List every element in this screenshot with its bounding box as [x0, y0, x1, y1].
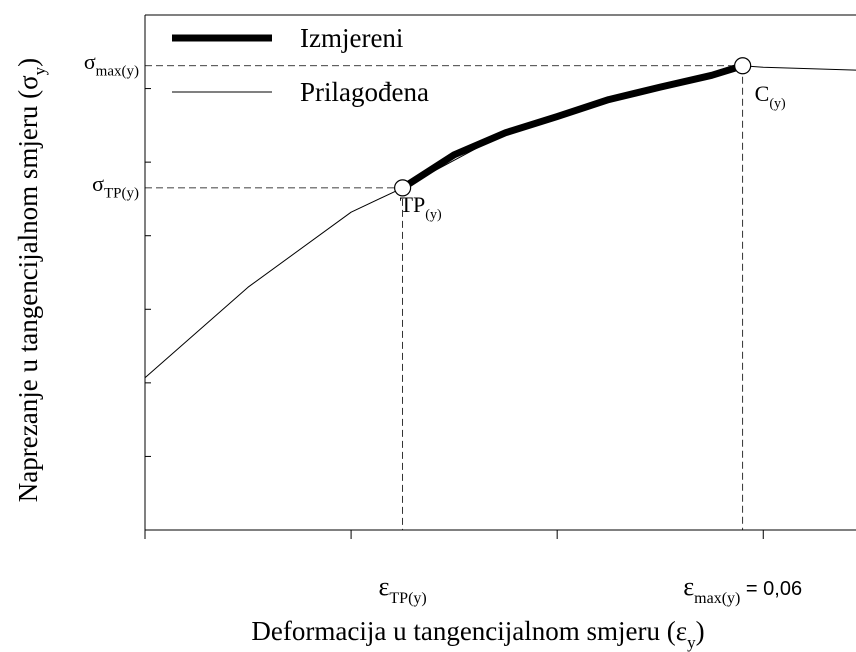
- x-axis-label-end: ): [696, 616, 705, 646]
- x-annotation-sub: max(y): [694, 590, 740, 607]
- series-line: [144, 65, 856, 379]
- series-line: [400, 62, 744, 191]
- point-label-main: C: [755, 81, 770, 106]
- x-annotation-main: ε: [683, 572, 694, 601]
- y-annotation: σmax(y): [84, 49, 139, 80]
- y-annotation-main: σ: [84, 49, 96, 74]
- y-annotation-main: σ: [92, 171, 104, 196]
- x-axis-label-main: Deformacija u tangencijalnom smjeru (ε: [251, 616, 687, 646]
- x-axis-label-sub: y: [687, 633, 696, 652]
- x-annotation-end: = 0,06: [740, 578, 802, 600]
- y-axis-label: Naprezanje u tangencijalnom smjeru (σy): [13, 58, 49, 502]
- x-annotation-sub: TP(y): [389, 590, 426, 607]
- x-annotation-main: ε: [378, 572, 389, 601]
- y-annotation-sub: TP(y): [104, 185, 139, 201]
- point-label-sub: (y): [769, 96, 786, 111]
- point-marker: [734, 57, 752, 75]
- y-axis-label-sub: y: [30, 66, 49, 75]
- point-label-sub: (y): [425, 207, 442, 222]
- x-axis-label: Deformacija u tangencijalnom smjeru (εy): [251, 616, 704, 652]
- x-annotation: εmax(y) = 0,06: [683, 572, 802, 607]
- y-annotation-sub: max(y): [96, 63, 139, 79]
- point-label-main: TP: [400, 192, 426, 217]
- y-axis-label-end: ): [13, 58, 43, 67]
- legend-label: Izmjereni: [300, 23, 403, 53]
- y-annotation: σTP(y): [92, 171, 139, 202]
- legend-label: Prilagođena: [300, 77, 429, 107]
- y-axis-label-main: Naprezanje u tangencijalnom smjeru (σ: [13, 75, 43, 502]
- point-marker: [394, 179, 412, 197]
- x-annotation: εTP(y): [378, 572, 426, 607]
- point-label: TP(y): [400, 192, 442, 223]
- point-label: C(y): [755, 81, 786, 112]
